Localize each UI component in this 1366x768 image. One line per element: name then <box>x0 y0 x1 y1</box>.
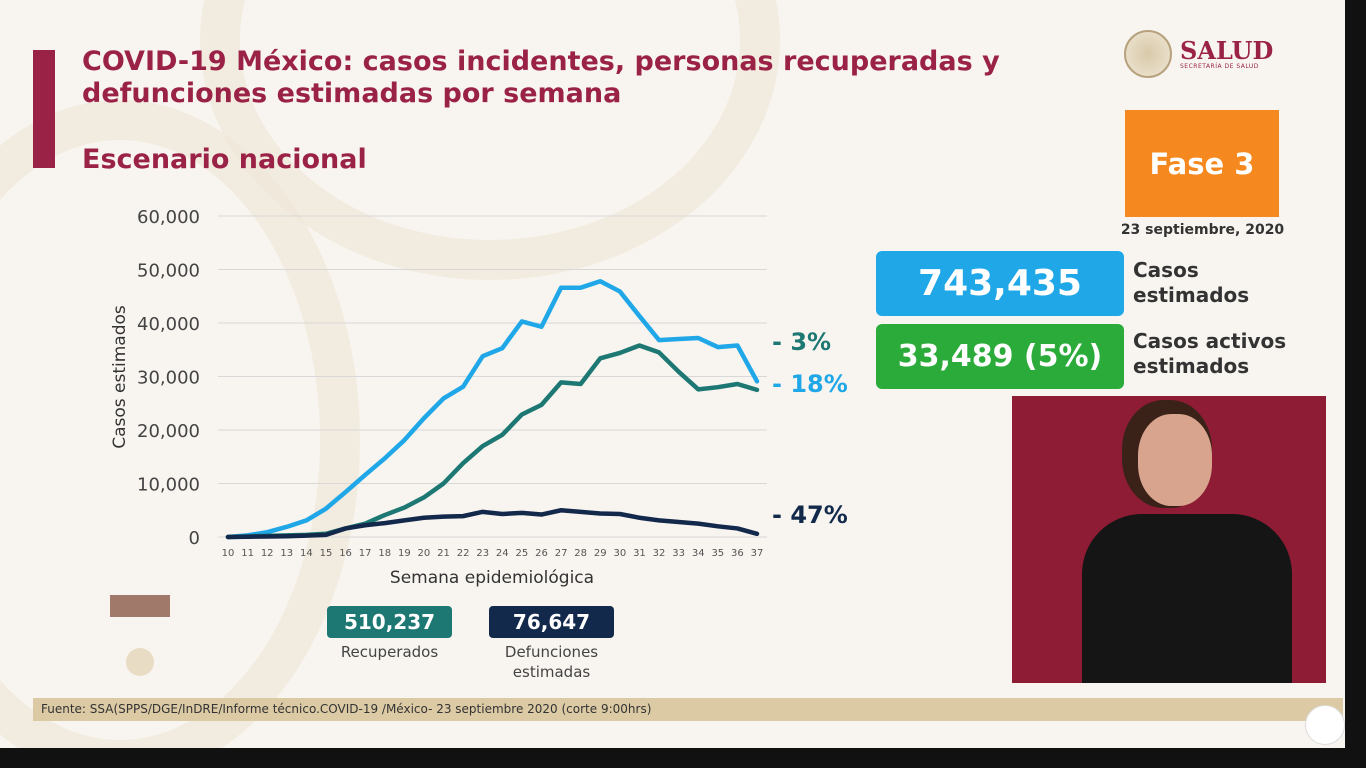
x-tick-label: 29 <box>594 548 607 559</box>
national-seal-icon <box>1124 30 1172 78</box>
interpreter-body <box>1082 514 1292 683</box>
x-tick-label: 31 <box>633 548 646 559</box>
x-tick-label: 30 <box>613 548 626 559</box>
page-subtitle: Escenario nacional <box>82 144 367 175</box>
x-tick-label: 37 <box>751 548 764 559</box>
series-line-recuperados <box>225 343 760 540</box>
series-line-defunciones <box>225 508 760 540</box>
y-tick-label: 50,000 <box>137 261 200 282</box>
sign-language-interpreter-video <box>1012 396 1326 683</box>
x-tick-label: 23 <box>476 548 489 559</box>
gobierno-de-mexico-logo <box>110 595 170 676</box>
label-line: Defunciones <box>504 643 599 661</box>
casos-estimados-value: 743,435 <box>876 251 1124 316</box>
line-chart: 0 10,000 20,000 30,000 40,000 50,000 60,000 10 1… <box>110 207 848 588</box>
x-tick-label: 11 <box>241 548 254 559</box>
logo-subtext: SECRETARÍA DE SALUD <box>1180 62 1259 70</box>
x-tick-label: 33 <box>672 548 685 559</box>
x-tick-label: 32 <box>653 548 666 559</box>
x-tick-label: 20 <box>418 548 431 559</box>
x-tick-label: 24 <box>496 548 509 559</box>
phase-badge: Fase 3 <box>1125 110 1279 217</box>
gobierno-mexico-corner-logo <box>1305 705 1345 745</box>
y-tick-label: 10,000 <box>137 475 200 496</box>
x-tick-label: 26 <box>535 548 548 559</box>
label-line: Casos activos <box>1133 329 1287 353</box>
report-date: 23 septiembre, 2020 <box>1120 222 1285 238</box>
label-line: estimadas <box>512 663 591 681</box>
x-tick-label: 18 <box>378 548 391 559</box>
label-line: estimados <box>1133 283 1250 307</box>
x-tick-label: 25 <box>516 548 529 559</box>
end-label-casos: - 18% <box>772 370 848 398</box>
casos-activos-label: Casos activos estimados <box>1133 329 1286 379</box>
x-tick-label: 15 <box>320 548 333 559</box>
x-tick-label: 36 <box>731 548 744 559</box>
x-axis-label: Semana epidemiológica <box>390 568 594 588</box>
recuperados-label: Recuperados <box>340 643 439 661</box>
x-tick-label: 34 <box>692 548 705 559</box>
defunciones-label: Defunciones estimadas <box>489 642 614 682</box>
slide: COVID-19 México: casos incidentes, perso… <box>0 0 1345 748</box>
x-tick-label: 27 <box>555 548 568 559</box>
interpreter-head <box>1138 414 1212 506</box>
source-footer: Fuente: SSA(SPPS/DGE/InDRE/Informe técni… <box>33 698 1343 721</box>
title-accent-bar <box>33 50 55 168</box>
series-line-casos <box>225 279 760 540</box>
y-tick-label: 0 <box>189 528 200 549</box>
x-tick-label: 35 <box>711 548 724 559</box>
y-axis-label: Casos estimados <box>110 305 130 449</box>
x-tick-label: 21 <box>437 548 450 559</box>
x-tick-label: 13 <box>280 548 293 559</box>
label-line: estimados <box>1133 354 1250 378</box>
salud-logo: SALUD SECRETARÍA DE SALUD <box>1124 30 1273 78</box>
end-label-recuperados: - 3% <box>772 328 831 356</box>
x-tick-label: 14 <box>300 548 313 559</box>
x-tick-label: 16 <box>339 548 352 559</box>
recuperados-value: 510,237 <box>327 606 452 638</box>
logo-text: SALUD <box>1180 35 1274 65</box>
x-tick-label: 28 <box>574 548 587 559</box>
x-tick-label: 19 <box>398 548 411 559</box>
y-tick-label: 30,000 <box>137 368 200 389</box>
x-tick-label: 22 <box>457 548 470 559</box>
x-tick-label: 17 <box>359 548 372 559</box>
y-tick-label: 40,000 <box>137 314 200 335</box>
y-tick-label: 60,000 <box>137 207 200 228</box>
page-title: COVID-19 México: casos incidentes, perso… <box>82 46 1000 109</box>
x-tick-label: 12 <box>261 548 274 559</box>
end-label-defunciones: - 47% <box>772 501 848 529</box>
label-line: Casos <box>1133 258 1199 282</box>
casos-estimados-label: Casos estimados <box>1133 258 1249 308</box>
casos-activos-value: 33,489 (5%) <box>876 324 1124 389</box>
defunciones-value: 76,647 <box>489 606 614 638</box>
x-tick-label: 10 <box>222 548 235 559</box>
y-tick-label: 20,000 <box>137 421 200 442</box>
